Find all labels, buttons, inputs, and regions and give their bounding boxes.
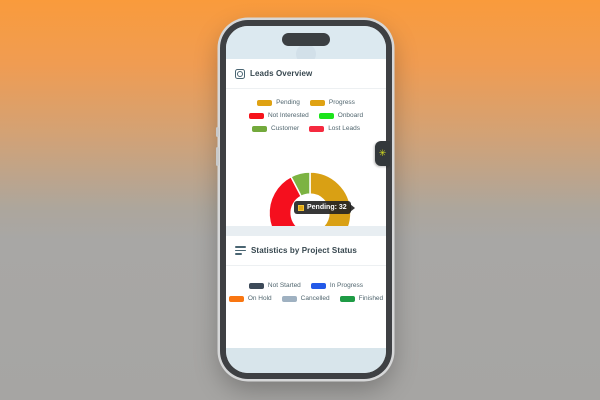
legend-label: Customer [271,125,300,132]
tooltip-text: Pending: 32 [307,204,347,211]
home-indicator-area [226,348,386,373]
phone-mockup: Leads Overview Pending Progress Not Intere… [216,20,392,379]
legend-swatch [228,295,244,302]
legend-row: On Hold Cancelled Finished [228,295,384,302]
legend-swatch [248,282,264,289]
statistics-card: Statistics by Project Status Not Started… [226,236,386,348]
legend-swatch [257,99,273,106]
legend-label: Pending [276,99,300,106]
legend-item: Not Interested [248,112,309,119]
legend-row: Pending Progress [257,99,355,106]
legend-swatch [339,295,355,302]
legend-item: On Hold [228,295,272,302]
legend-label: Not Interested [267,112,309,119]
legend-item: Pending [257,99,300,106]
legend-swatch [309,99,325,106]
tooltip-arrow [349,203,355,212]
legend-swatch [252,125,267,132]
debug-overlay-tab[interactable]: ✳ [375,141,390,166]
legend-item: Onboard [318,112,364,119]
chart-tooltip: Pending: 32 [294,201,355,214]
legend-label: Onboard [337,112,364,119]
leads-overview-card: Leads Overview Pending Progress Not Intere… [226,59,386,255]
phone-screen: Leads Overview Pending Progress Not Intere… [226,26,386,373]
tooltip-swatch [298,204,304,211]
legend-label: Cancelled [300,295,330,302]
leads-overview-header: Leads Overview [226,59,386,89]
legend-item: Cancelled [281,295,330,302]
legend-label: In Progress [329,282,364,289]
legend-item: Lost Leads [309,125,360,132]
legend-swatch [309,125,325,132]
leads-overview-title: Leads Overview [250,69,313,78]
section-divider-band [226,226,386,236]
statistics-header: Statistics by Project Status [226,236,386,266]
legend-item: Progress [309,99,355,106]
statistics-title: Statistics by Project Status [251,246,357,255]
legend-item: Not Started [248,282,301,289]
phone-volume-button [216,127,219,137]
legend-label: Not Started [267,282,301,289]
legend-item: In Progress [310,282,364,289]
donut-segment-customer[interactable] [289,171,311,198]
legend-row: Not Interested Onboard [248,112,364,119]
legend-swatch [248,112,264,119]
legend-item: Finished [339,295,384,302]
legend-label: Progress [328,99,355,106]
legend-row: Customer Lost Leads [252,125,360,132]
legend-swatch [310,282,326,289]
statistics-legend: Not Started In Progress On Hold Cancelled Fi… [226,282,386,302]
horizontal-lines-chart-icon [235,246,246,255]
legend-swatch [281,295,297,302]
spark-asterisk-icon: ✳ [378,148,387,158]
legend-row: Not Started In Progress [248,282,364,289]
dynamic-island-notch [282,33,330,46]
phone-volume-button [216,147,219,166]
legend-label: Lost Leads [328,125,360,132]
leads-legend: Pending Progress Not Interested Onboard Cust… [226,99,386,132]
legend-label: Finished [358,295,384,302]
legend-label: On Hold [247,295,272,302]
donut-chart-icon [235,68,245,79]
legend-item: Customer [252,125,299,132]
legend-swatch [318,112,334,119]
